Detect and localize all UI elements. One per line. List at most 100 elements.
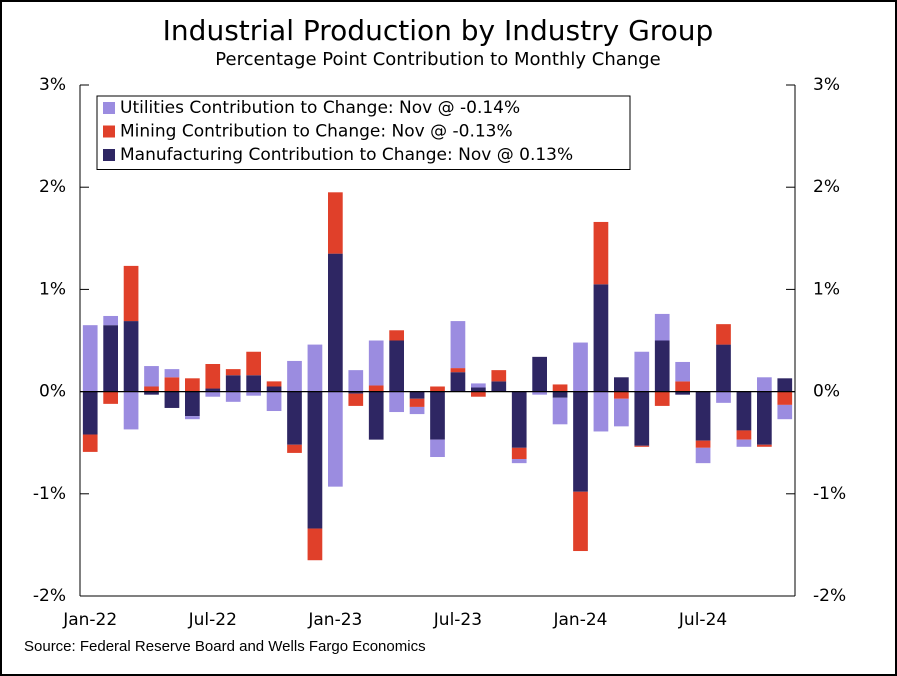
y-tick-label: 3% bbox=[39, 75, 66, 95]
legend-swatch bbox=[103, 149, 115, 161]
bar-segment bbox=[164, 377, 180, 392]
x-tick-label: Jan-22 bbox=[62, 610, 117, 630]
bar-segment bbox=[695, 447, 711, 464]
bar-segment bbox=[430, 439, 445, 458]
legend-swatch bbox=[103, 125, 115, 138]
x-tick-label: Jan-23 bbox=[307, 610, 362, 630]
bar-segment bbox=[205, 388, 221, 392]
bar-segment bbox=[695, 391, 711, 441]
bar-segment bbox=[328, 192, 343, 254]
bar-segment bbox=[430, 386, 445, 392]
bar-segment bbox=[552, 397, 568, 425]
bar-segment bbox=[409, 406, 425, 415]
bar-segment bbox=[511, 391, 527, 448]
y2-tick-label: -1% bbox=[813, 484, 846, 504]
bar-segment bbox=[491, 381, 507, 392]
bar-segment bbox=[287, 360, 302, 392]
bar-segment bbox=[491, 370, 507, 382]
bar-segment bbox=[82, 391, 98, 435]
legend-box bbox=[96, 95, 631, 170]
bar-segment bbox=[777, 391, 793, 405]
bar-segment bbox=[225, 391, 241, 402]
bar-segment bbox=[716, 391, 731, 403]
x-tick-label: Jul-22 bbox=[188, 610, 237, 630]
bar-segment bbox=[287, 391, 302, 445]
bar-segment bbox=[777, 404, 793, 420]
bar-segment bbox=[573, 491, 588, 552]
bar-segment bbox=[573, 342, 588, 392]
bar-segment bbox=[348, 391, 364, 394]
bar-segment bbox=[593, 221, 609, 285]
bar-segment bbox=[389, 340, 404, 392]
bar-segment bbox=[736, 391, 752, 431]
bar-segment bbox=[205, 391, 221, 397]
bar-segment bbox=[123, 321, 139, 392]
bar-segment bbox=[82, 325, 98, 392]
legend-label: Mining Contribution to Change: Nov @ -0.… bbox=[120, 122, 513, 142]
bar-segment bbox=[103, 315, 118, 326]
bar-segment bbox=[307, 528, 323, 561]
x-tick-label: Jan-24 bbox=[553, 610, 608, 630]
bar-segment bbox=[552, 384, 568, 392]
bar-segment bbox=[266, 391, 282, 412]
bar-segment bbox=[225, 375, 241, 392]
bar-segment bbox=[654, 313, 670, 341]
bar-segment bbox=[82, 434, 98, 452]
bar-segment bbox=[246, 351, 261, 376]
x-tick-label: Jul-24 bbox=[678, 610, 727, 630]
bar-segment bbox=[757, 444, 772, 447]
y2-tick-label: -2% bbox=[813, 586, 846, 606]
bar-segment bbox=[103, 391, 118, 404]
y-tick-label: 0% bbox=[39, 382, 66, 402]
bar-segment bbox=[511, 447, 527, 460]
bar-segment bbox=[123, 391, 139, 430]
bar-segment bbox=[389, 330, 404, 341]
bar-segment bbox=[471, 391, 486, 397]
chart-subtitle: Percentage Point Contribution to Monthly… bbox=[215, 49, 660, 70]
bar-segment bbox=[736, 439, 752, 447]
bar-segment bbox=[144, 386, 159, 392]
bar-segment bbox=[716, 324, 731, 345]
bar-segment bbox=[266, 381, 282, 387]
x-tick-label: Jul-23 bbox=[433, 610, 482, 630]
bar-segment bbox=[675, 361, 690, 382]
legend-label: Manufacturing Contribution to Change: No… bbox=[120, 145, 573, 165]
bar-segment bbox=[307, 391, 323, 529]
bar-segment bbox=[777, 378, 793, 392]
bar-segment bbox=[757, 391, 772, 445]
y-tick-label: -1% bbox=[33, 484, 66, 504]
y2-tick-label: 3% bbox=[813, 75, 840, 95]
bar-segment bbox=[634, 391, 650, 446]
bar-segment bbox=[654, 391, 670, 406]
y2-tick-label: 1% bbox=[813, 279, 840, 299]
bar-segment bbox=[675, 391, 690, 395]
bar-segment bbox=[532, 391, 547, 395]
bar-segment bbox=[185, 416, 200, 420]
legend-swatch bbox=[103, 102, 115, 114]
bar-segment bbox=[614, 391, 629, 399]
bar-segment bbox=[654, 340, 670, 392]
bar-segment bbox=[695, 440, 711, 448]
bar-segment bbox=[348, 370, 364, 392]
bar-segment bbox=[123, 265, 139, 322]
bar-segment bbox=[185, 378, 200, 392]
bar-segment bbox=[736, 430, 752, 440]
bar-segment bbox=[593, 284, 609, 392]
bar-segment bbox=[614, 398, 629, 427]
bar-segment bbox=[409, 391, 425, 399]
bar-segment bbox=[409, 398, 425, 407]
bar-segment bbox=[368, 385, 384, 392]
chart-title: Industrial Production by Industry Group bbox=[163, 14, 714, 47]
bar-segment bbox=[573, 391, 588, 492]
bar-segment bbox=[307, 344, 323, 392]
bar-segment bbox=[471, 383, 486, 388]
bar-segment bbox=[144, 366, 159, 387]
bar-segment bbox=[368, 391, 384, 440]
bar-segment bbox=[593, 391, 609, 432]
y2-tick-label: 2% bbox=[813, 177, 840, 197]
bar-segment bbox=[389, 391, 404, 413]
y-tick-label: -2% bbox=[33, 586, 66, 606]
bar-segment bbox=[634, 351, 650, 392]
